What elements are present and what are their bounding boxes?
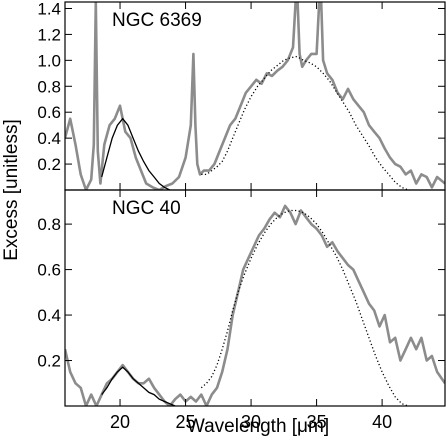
xtick-label: 35 <box>307 412 327 432</box>
panel-ngc6369: 0.2 0.4 0.6 0.8 1.0 1.2 1.4 NGC 6369 <box>37 0 446 191</box>
xtick-label: 20 <box>110 412 130 432</box>
xtick-label: 25 <box>176 412 196 432</box>
x-axis-label: Wavelength [μm] <box>187 416 329 437</box>
ytick-label-ngc6369: 1.2 <box>37 25 61 44</box>
series-ngc6369-black-dotted <box>201 55 409 190</box>
ytick-label-ngc6369: 0.4 <box>37 129 61 148</box>
ytick-label-ngc6369: 0.2 <box>37 155 61 174</box>
panel-title-ngc40: NGC 40 <box>112 198 181 219</box>
series-ngc6369-black-solid <box>101 117 171 190</box>
ytick-label-ngc40: 0.2 <box>37 352 61 371</box>
panel-title-ngc6369: NGC 6369 <box>112 10 202 31</box>
ytick-label-ngc40: 0.6 <box>37 261 61 280</box>
ytick-label-ngc6369: 1.0 <box>37 51 61 70</box>
x-axis: 20 25 30 35 40 <box>110 412 392 432</box>
series-ngc40-gray-solid <box>65 204 445 406</box>
y-axis-label: Excess [unitless] <box>1 119 22 261</box>
series-ngc40-black-dotted <box>200 209 409 406</box>
ytick-label-ngc6369: 0.6 <box>37 103 61 122</box>
xtick-label: 30 <box>241 412 261 432</box>
ytick-label-ngc6369: 0.8 <box>37 77 61 96</box>
ytick-label-ngc6369: 1.4 <box>37 0 61 18</box>
series-ngc40-black-solid <box>101 366 176 406</box>
panel-ngc40: 0.2 0.4 0.6 0.8 NGC 40 <box>37 189 446 407</box>
series-ngc6369-gray-solid <box>65 2 445 190</box>
xtick-label: 40 <box>372 412 392 432</box>
ytick-label-ngc40: 0.8 <box>37 215 61 234</box>
plot-frame-ngc40 <box>64 189 446 407</box>
ytick-label-ngc40: 0.4 <box>37 306 61 325</box>
